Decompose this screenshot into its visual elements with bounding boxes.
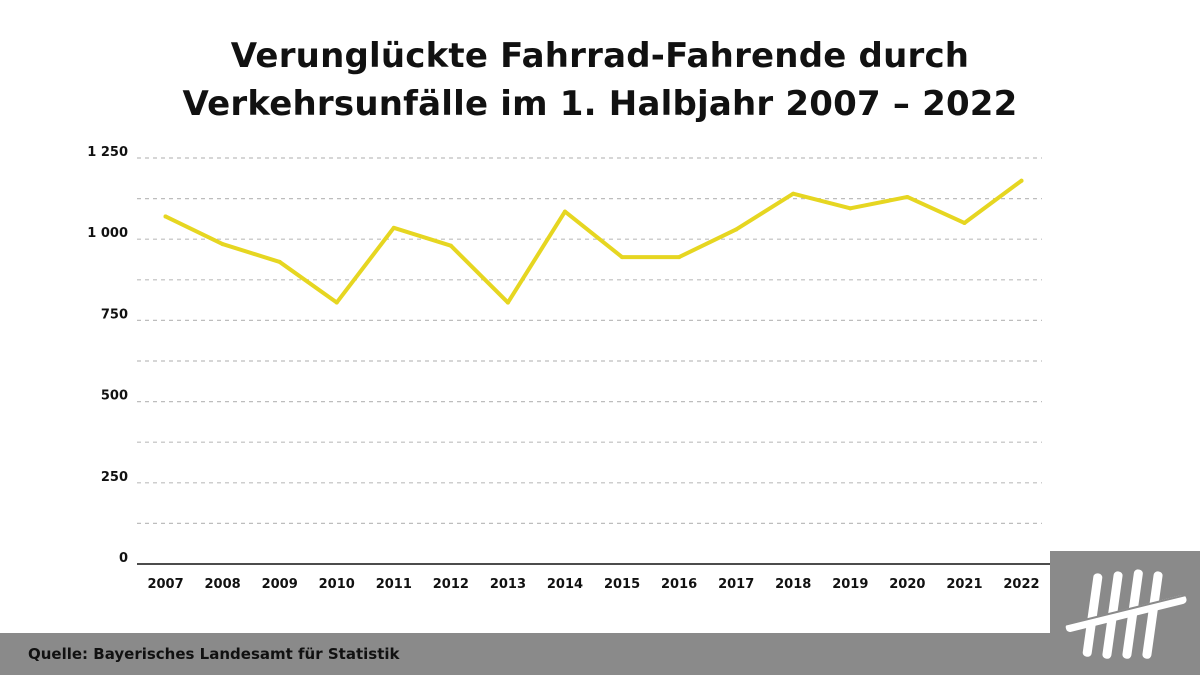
x-tick-label: 2009 xyxy=(262,577,298,592)
chart-title: Verunglückte Fahrrad-Fahrende durch Verk… xyxy=(0,32,1200,128)
y-tick-label: 750 xyxy=(101,307,128,322)
chart-title-line-2: Verkehrsunfälle im 1. Halbjahr 2007 – 20… xyxy=(182,84,1018,124)
x-tick-label: 2011 xyxy=(376,577,412,592)
x-tick-label: 2018 xyxy=(775,577,811,592)
data-point-2017 xyxy=(734,227,739,232)
data-point-2011 xyxy=(391,225,396,230)
series-line xyxy=(163,178,1024,305)
x-tick-label: 2021 xyxy=(946,577,982,592)
source-footer: Quelle: Bayerisches Landesamt für Statis… xyxy=(0,633,1050,675)
x-tick-label: 2015 xyxy=(604,577,640,592)
data-point-2008 xyxy=(220,242,225,247)
x-tick-label: 2020 xyxy=(889,577,925,592)
data-point-2012 xyxy=(448,243,453,248)
x-tick-label: 2017 xyxy=(718,577,754,592)
data-point-2009 xyxy=(277,259,282,264)
chart-title-line-1: Verunglückte Fahrrad-Fahrende durch xyxy=(230,36,970,76)
y-tick-label: 0 xyxy=(119,551,128,566)
data-point-2007 xyxy=(163,214,168,219)
x-tick-label: 2010 xyxy=(319,577,355,592)
tally-marks-icon xyxy=(1063,569,1187,659)
x-tick-label: 2022 xyxy=(1003,577,1039,592)
data-point-2018 xyxy=(791,191,796,196)
y-tick-label: 1 250 xyxy=(87,145,128,160)
data-point-2016 xyxy=(677,255,682,260)
data-point-2010 xyxy=(334,300,339,305)
source-text: Quelle: Bayerisches Landesamt für Statis… xyxy=(28,645,400,663)
data-point-2021 xyxy=(962,220,967,225)
x-tick-label: 2007 xyxy=(147,577,183,592)
data-point-2015 xyxy=(620,255,625,260)
x-tick-label: 2012 xyxy=(433,577,469,592)
y-tick-label: 1 000 xyxy=(87,226,128,241)
data-point-2019 xyxy=(848,206,853,211)
data-point-2020 xyxy=(905,194,910,199)
y-tick-label: 250 xyxy=(101,470,128,485)
x-tick-label: 2019 xyxy=(832,577,868,592)
x-tick-label: 2016 xyxy=(661,577,697,592)
y-tick-label: 500 xyxy=(101,389,128,404)
data-point-2013 xyxy=(505,300,510,305)
x-tick-label: 2014 xyxy=(547,577,583,592)
x-tick-label: 2013 xyxy=(490,577,526,592)
data-point-2014 xyxy=(562,209,567,214)
logo xyxy=(1050,551,1200,675)
data-point-2022 xyxy=(1019,178,1024,183)
x-tick-label: 2008 xyxy=(205,577,241,592)
